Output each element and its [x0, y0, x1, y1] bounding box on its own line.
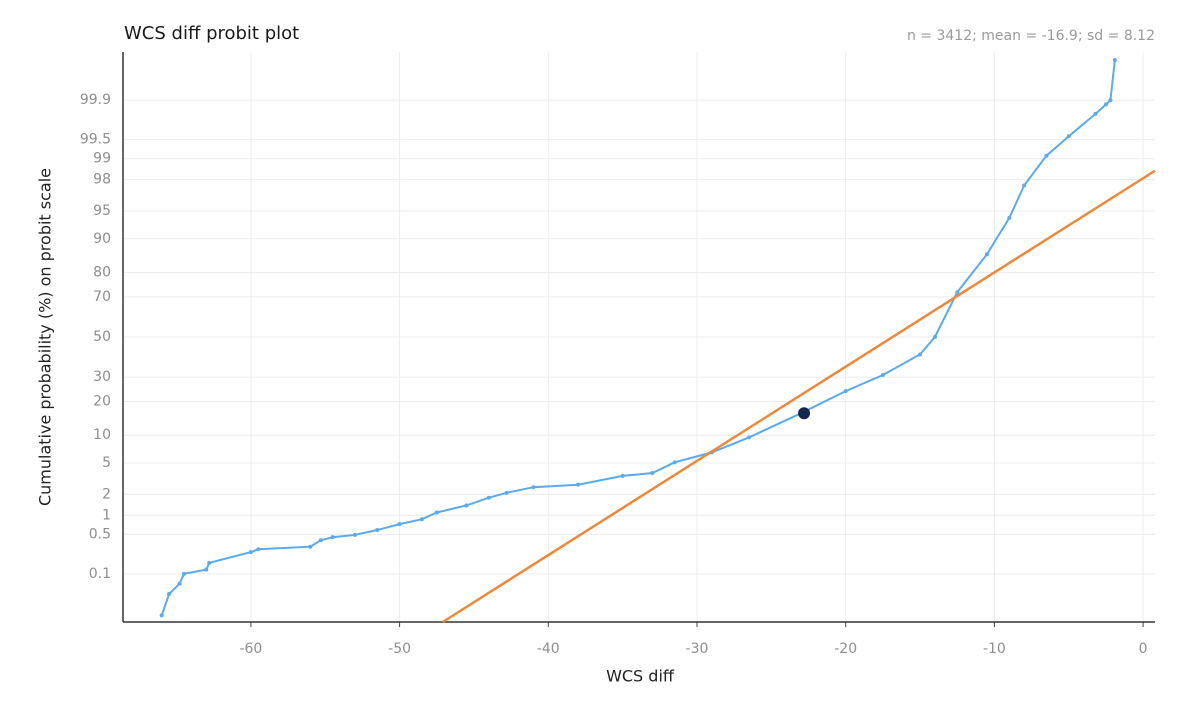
x-tick-label: 0 [1139, 641, 1148, 657]
data-point [918, 352, 923, 357]
data-point [1112, 57, 1117, 62]
x-tick-label: -30 [686, 641, 709, 657]
fit-line [442, 169, 1156, 624]
y-tick-label: 99.9 [80, 92, 111, 108]
data-point [1093, 111, 1098, 116]
y-tick-label: 80 [93, 265, 111, 281]
data-point [486, 495, 491, 500]
data-point [1044, 153, 1049, 158]
data-point [181, 571, 186, 576]
data-point [248, 550, 253, 555]
data-point [318, 538, 323, 543]
data-point [932, 335, 937, 339]
data-point [620, 473, 625, 478]
data-point [955, 290, 960, 295]
data-point [419, 517, 424, 522]
y-tick-label: 5 [102, 455, 111, 471]
data-point [204, 567, 209, 572]
data-point [504, 490, 509, 495]
x-tick-label: -50 [388, 641, 411, 657]
data-point [352, 532, 357, 537]
data-point [159, 613, 164, 618]
y-tick-label: 0.1 [89, 566, 111, 582]
data-point [207, 560, 212, 565]
x-tick-label: -20 [834, 641, 857, 657]
x-tick-label: -60 [239, 641, 262, 657]
data-line [160, 59, 1116, 616]
data-point [330, 535, 335, 540]
x-tick-label: -40 [537, 641, 560, 657]
data-point [650, 470, 655, 475]
x-axis-label: WCS diff [606, 667, 675, 686]
data-point [576, 482, 581, 487]
x-tick-label: -10 [983, 641, 1006, 657]
chart-subtitle: n = 3412; mean = -16.9; sd = 8.12 [907, 28, 1155, 44]
data-point [397, 522, 402, 527]
y-tick-label: 10 [93, 427, 111, 443]
y-tick-label: 0.5 [89, 526, 111, 542]
data-point [1103, 102, 1108, 107]
y-tick-label: 99.5 [80, 132, 111, 148]
y-tick-label: 95 [93, 203, 111, 219]
y-tick-label: 20 [93, 393, 111, 409]
data-point [672, 460, 677, 465]
y-tick-label: 99 [93, 151, 111, 167]
data-point [531, 485, 536, 490]
data-point [1108, 98, 1113, 103]
y-tick-label: 98 [93, 172, 111, 188]
data-point [308, 544, 313, 549]
y-axis-label: Cumulative probability (%) on probit sca… [36, 168, 55, 506]
y-tick-label: 1 [102, 507, 111, 523]
data-point [1007, 215, 1012, 220]
y-tick-label: 50 [93, 329, 111, 345]
data-point [984, 252, 989, 257]
chart-title: WCS diff probit plot [124, 23, 299, 44]
data-point [375, 527, 380, 532]
data-point [256, 547, 261, 552]
y-tick-label: 2 [102, 486, 111, 502]
y-tick-label: 90 [93, 231, 111, 247]
data-point [1066, 134, 1071, 139]
data-point [1022, 183, 1027, 188]
highlight-point [798, 407, 811, 420]
data-point [843, 389, 848, 394]
y-tick-label: 30 [93, 369, 111, 385]
y-tick-label: 70 [93, 289, 111, 305]
data-point [167, 591, 172, 596]
data-point [177, 581, 182, 586]
data-point [434, 510, 439, 515]
data-point [880, 372, 885, 377]
data-point [747, 435, 752, 440]
data-point [464, 503, 469, 508]
